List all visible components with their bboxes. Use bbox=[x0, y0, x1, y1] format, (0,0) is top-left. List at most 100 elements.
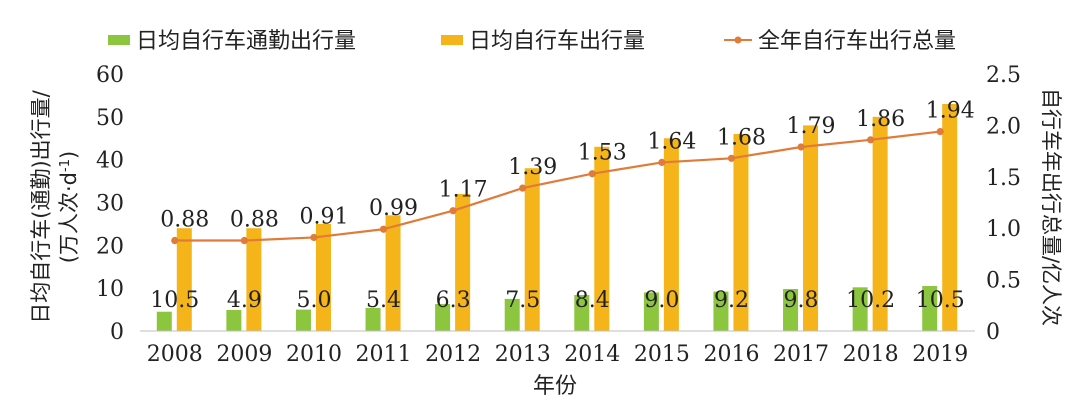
bar-commute bbox=[226, 310, 242, 331]
y-tick-label: 50 bbox=[96, 106, 124, 131]
data-label-annual: 1.79 bbox=[787, 114, 836, 139]
legend-swatch-commute bbox=[108, 35, 130, 45]
x-tick-label: 2015 bbox=[634, 342, 690, 367]
bar-total-bike bbox=[942, 103, 958, 331]
bar-total-bike bbox=[594, 146, 610, 331]
data-label-annual: 1.53 bbox=[578, 141, 627, 166]
x-tick-label: 2012 bbox=[425, 342, 481, 367]
x-tick-label: 2011 bbox=[356, 342, 412, 367]
data-label-annual: 1.86 bbox=[856, 107, 905, 132]
line-point-annual bbox=[727, 154, 736, 162]
legend-label-annual: 全年自行车出行总量 bbox=[758, 29, 956, 54]
bar-commute bbox=[156, 311, 172, 331]
bar-total-bike bbox=[176, 228, 192, 331]
data-label-annual: 0.99 bbox=[369, 196, 418, 221]
bar-commute bbox=[504, 298, 520, 331]
bar-commute bbox=[643, 292, 659, 331]
data-label-commute: 9.0 bbox=[644, 288, 679, 313]
data-label-annual: 1.94 bbox=[926, 99, 975, 124]
line-point-annual bbox=[171, 236, 179, 245]
data-label-commute: 8.4 bbox=[575, 288, 610, 313]
data-label-commute: 7.5 bbox=[505, 288, 540, 313]
line-point-annual bbox=[449, 207, 457, 215]
y2-axis-title: 自行车年出行总量/亿人次 bbox=[1039, 88, 1063, 326]
y2-tick-label: 1.0 bbox=[986, 217, 1021, 242]
bar-total-bike bbox=[872, 116, 888, 331]
y2-tick-label: 2.5 bbox=[986, 63, 1021, 88]
y2-tick-label: 0 bbox=[986, 320, 1000, 345]
data-label-annual: 0.88 bbox=[230, 208, 279, 233]
line-point-annual bbox=[658, 158, 666, 167]
line-point-annual bbox=[379, 225, 388, 233]
y-tick-label: 20 bbox=[96, 234, 124, 259]
x-tick-label: 2008 bbox=[147, 342, 203, 367]
bar-commute bbox=[574, 295, 590, 331]
data-label-commute: 9.2 bbox=[714, 288, 749, 313]
y-tick-label: 30 bbox=[96, 192, 124, 217]
x-tick-label: 2010 bbox=[286, 342, 342, 367]
bar-commute bbox=[713, 291, 729, 331]
legend-label-total-bike: 日均自行车出行量 bbox=[469, 29, 645, 54]
data-label-annual: 0.88 bbox=[160, 208, 209, 233]
data-label-annual: 0.91 bbox=[299, 204, 348, 229]
y-axis-title-close: ) bbox=[57, 151, 81, 159]
data-labels: 10.5 4.9 5.0 5.4 6.3 7.5 8.4 9.0 9.2 9.8 10.2 10.5 0… bbox=[150, 99, 974, 313]
data-label-commute: 10.5 bbox=[916, 288, 965, 313]
y-axis-title-sup: -1 bbox=[58, 159, 73, 172]
y-tick-label: 10 bbox=[96, 277, 124, 302]
y-axis-ticks: 0 10 20 30 40 50 60 bbox=[96, 63, 124, 345]
line-series bbox=[171, 127, 944, 245]
bar-total-bike bbox=[455, 193, 471, 331]
data-label-annual: 1.39 bbox=[508, 155, 557, 180]
data-label-commute: 5.4 bbox=[366, 288, 401, 313]
y-axis-title-unit: (万人次·d bbox=[57, 172, 81, 263]
y-axis-title-line1: 日均自行车(通勤)出行量/ bbox=[29, 89, 53, 323]
y-tick-label: 40 bbox=[96, 149, 124, 174]
data-label-commute: 9.8 bbox=[784, 288, 819, 313]
data-label-commute: 4.9 bbox=[227, 288, 262, 313]
x-tick-label: 2016 bbox=[703, 342, 759, 367]
legend-marker-annual bbox=[734, 36, 742, 44]
line-point-annual bbox=[797, 143, 805, 151]
x-tick-label: 2018 bbox=[843, 342, 899, 367]
line-point-annual bbox=[240, 236, 248, 245]
legend-item-commute: 日均自行车通勤出行量 bbox=[108, 29, 356, 54]
bar-total-bike bbox=[663, 138, 679, 331]
bar-total-bike bbox=[246, 228, 262, 331]
data-label-commute: 10.5 bbox=[150, 288, 199, 313]
bars bbox=[156, 103, 958, 332]
line-point-annual bbox=[936, 127, 944, 136]
bar-commute bbox=[922, 286, 938, 331]
bar-total-bike bbox=[733, 133, 749, 331]
x-axis-title: 年份 bbox=[533, 374, 577, 399]
x-tick-label: 2013 bbox=[495, 342, 551, 367]
bar-total-bike bbox=[524, 168, 540, 331]
bar-total-bike bbox=[315, 223, 331, 331]
legend-label-commute: 日均自行车通勤出行量 bbox=[136, 29, 356, 54]
y2-tick-label: 1.5 bbox=[986, 166, 1021, 191]
bar-commute bbox=[435, 304, 451, 331]
legend-swatch-total-bike bbox=[441, 35, 463, 45]
legend-item-annual: 全年自行车出行总量 bbox=[724, 29, 956, 54]
legend-item-total-bike: 日均自行车出行量 bbox=[441, 29, 645, 54]
y2-tick-label: 0.5 bbox=[986, 269, 1021, 294]
bar-commute bbox=[783, 289, 799, 331]
bar-commute bbox=[365, 307, 381, 331]
data-label-annual: 1.64 bbox=[647, 129, 696, 154]
line-point-annual bbox=[519, 184, 527, 192]
y-axis-title-line2: (万人次·d-1) bbox=[57, 151, 81, 263]
bar-total-bike bbox=[385, 215, 401, 331]
data-label-commute: 6.3 bbox=[436, 288, 471, 313]
line-point-annual bbox=[867, 136, 875, 144]
data-label-annual: 1.17 bbox=[439, 178, 488, 203]
data-label-commute: 10.2 bbox=[846, 288, 895, 313]
line-point-annual bbox=[588, 170, 596, 178]
legend: 日均自行车通勤出行量 日均自行车出行量 全年自行车出行总量 bbox=[108, 29, 956, 54]
x-tick-label: 2014 bbox=[564, 342, 620, 367]
x-axis-ticks: 2008 2009 2010 2011 2012 2013 2014 2015 2016 2017… bbox=[147, 342, 968, 367]
x-tick-label: 2009 bbox=[216, 342, 272, 367]
y2-axis-ticks: 0 0.5 1.0 1.5 2.0 2.5 bbox=[986, 63, 1021, 345]
line-annual-total bbox=[174, 130, 941, 242]
